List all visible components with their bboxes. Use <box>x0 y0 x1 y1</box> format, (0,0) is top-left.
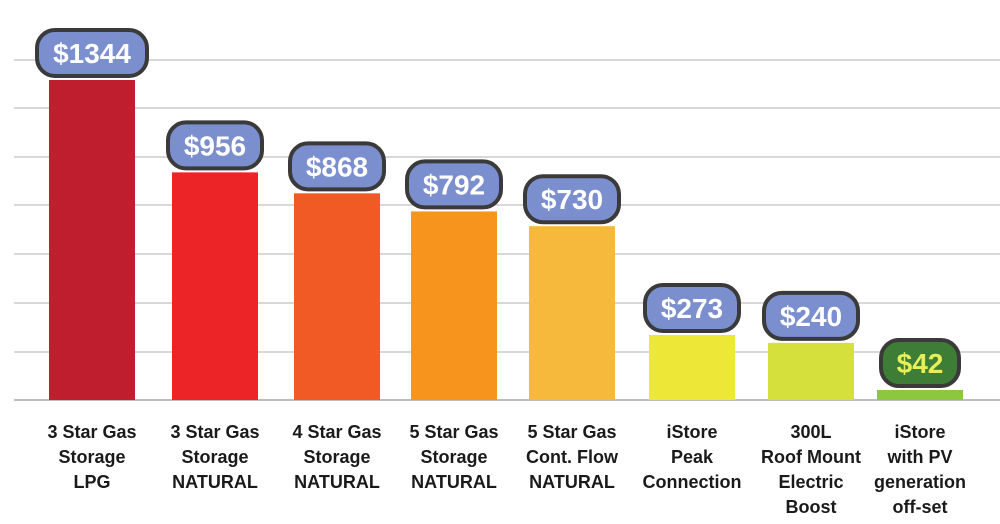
value-label: $1344 <box>35 28 149 78</box>
category-label: 5 Star Gas Storage NATURAL <box>409 422 498 492</box>
bar <box>294 193 380 400</box>
bars <box>49 80 963 400</box>
value-label: $730 <box>523 174 621 225</box>
value-label-text: $42 <box>897 348 944 379</box>
value-label: $956 <box>166 120 264 171</box>
value-label-pill <box>879 338 961 388</box>
value-label-pill <box>166 120 264 171</box>
value-label-text: $273 <box>661 293 723 324</box>
bar <box>649 335 735 400</box>
category-label: 4 Star Gas Storage NATURAL <box>292 422 381 492</box>
value-label-pill <box>523 174 621 225</box>
value-label-text: $730 <box>541 184 603 215</box>
bar <box>411 211 497 400</box>
category-label: iStore Peak Connection <box>643 422 742 492</box>
bar <box>877 390 963 400</box>
value-label-text: $792 <box>423 169 485 200</box>
value-label: $42 <box>879 338 961 388</box>
bar <box>768 342 854 400</box>
value-label-pill <box>762 290 860 341</box>
value-label-pill <box>288 141 386 192</box>
category-label: 5 Star Gas Cont. Flow NATURAL <box>526 422 619 492</box>
value-labels: $1344 $956 $868 $792 $730 $273 $240 $42 <box>35 28 961 388</box>
category-label: 300L Roof Mount Electric Boost <box>761 422 861 517</box>
value-label: $868 <box>288 141 386 192</box>
category-label: 3 Star Gas Storage NATURAL <box>170 422 259 492</box>
category-labels: 3 Star Gas Storage LPG 3 Star Gas Storage NAT… <box>47 422 966 517</box>
value-label: $240 <box>762 290 860 341</box>
bar <box>529 226 615 400</box>
bar <box>172 172 258 400</box>
category-label: 3 Star Gas Storage LPG <box>47 422 136 492</box>
value-label-pill <box>405 159 503 210</box>
value-label-pill <box>643 283 741 333</box>
value-label-text: $956 <box>184 130 246 161</box>
category-label: iStore with PV generation off-set <box>874 422 966 517</box>
value-label-text: $868 <box>306 151 368 182</box>
bar <box>49 80 135 400</box>
value-label-text: $240 <box>780 301 842 332</box>
value-label: $273 <box>643 283 741 333</box>
value-label: $792 <box>405 159 503 210</box>
value-label-pill <box>35 28 149 78</box>
value-label-text: $1344 <box>53 38 131 69</box>
